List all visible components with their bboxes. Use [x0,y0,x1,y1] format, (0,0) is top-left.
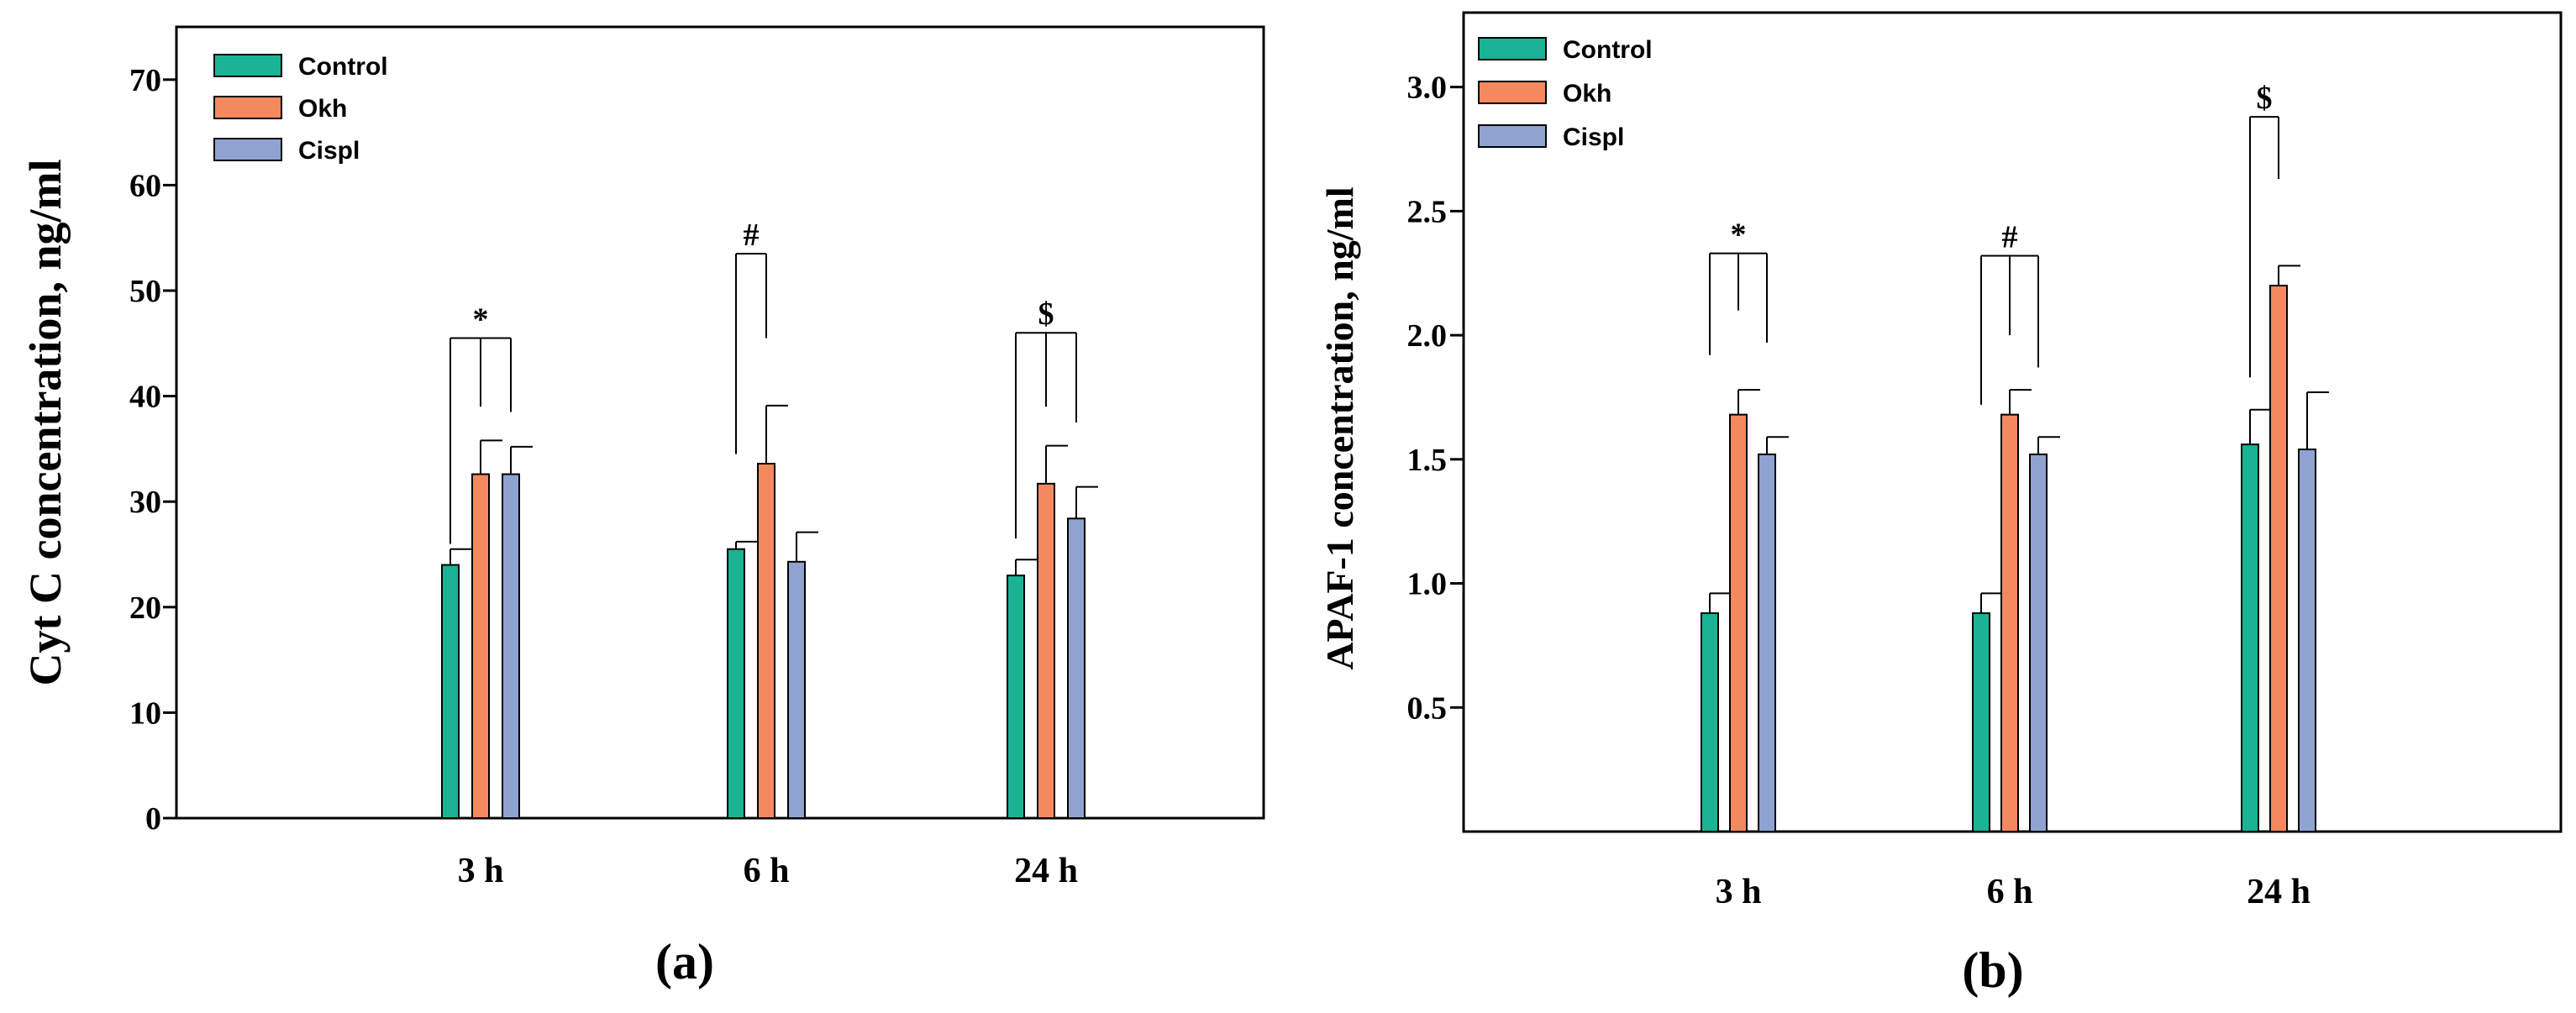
y-tick-label: 3.0 [1407,71,1448,106]
panel-b-legend: Control Okh Cispl [1478,36,1653,151]
y-tick-label: 1.0 [1407,567,1448,602]
panel-a-x-categories: 3 h 6 h 24 h [458,852,1078,890]
bar-control [2241,444,2259,832]
panel-b-y-axis-title: APAF-1 concentration, ng/ml [1318,186,1361,669]
bar-okh [2269,285,2288,832]
legend-label-control: Control [1563,36,1653,64]
y-tick-label: 0 [145,801,161,837]
bar-control [1007,575,1025,819]
bar-okh [471,473,490,819]
legend-swatch-okh [213,96,282,119]
y-tick-label: 70 [129,63,161,98]
legend-swatch-control [1478,37,1547,60]
panel-a-bars [441,404,1098,820]
panel-a-chart: Cyt C concentration, ng/ml (a) 0 10 20 30 40… [20,25,1265,989]
y-tick-label: 40 [129,380,161,415]
legend-swatch-control [213,54,282,77]
significance-symbol: # [744,218,760,253]
y-tick-label: 2.0 [1407,318,1448,354]
panel-a-frame [175,25,1265,820]
x-category-label: 24 h [1014,852,1078,890]
significance-symbol: $ [2257,81,2273,116]
panel-b-x-categories: 3 h 6 h 24 h [1716,873,2311,911]
legend-swatch-okh [1478,81,1547,104]
y-tick-label: 0.5 [1407,690,1448,726]
y-tick-label: 60 [129,168,161,203]
x-category-label: 6 h [1987,873,2033,911]
significance-symbol: * [1731,218,1747,253]
bar-cispl [2298,449,2316,832]
legend-label-control: Control [298,53,388,81]
y-tick-label: 1.5 [1407,443,1448,478]
panel-b-chart: APAF-1 concentration, ng/ml (b) 0.5 1.0 1.… [1318,11,2563,998]
bar-okh [1037,482,1055,820]
significance-symbol: * [473,302,489,338]
legend-swatch-cispl [213,138,282,161]
y-tick-label: 2.5 [1407,194,1448,229]
legend-label-okh: Okh [298,95,347,123]
bar-control [727,548,745,819]
bar-okh [2000,413,2019,832]
panel-a-legend: Control Okh Cispl [213,53,388,165]
significance-symbol: $ [1038,297,1054,332]
y-tick-label: 50 [129,274,161,309]
y-tick-label: 30 [129,485,161,520]
panel-a-y-axis-title: Cyt C concentration, ng/ml [20,160,71,686]
x-category-label: 3 h [458,852,504,890]
panel-a-y-ticks: 0 10 20 30 40 50 60 70 [129,63,176,837]
bar-cispl [502,473,520,819]
legend-swatch-cispl [1478,124,1547,148]
x-category-label: 6 h [744,852,790,890]
legend-label-cispl: Cispl [1563,123,1624,151]
bar-okh [1729,413,1748,832]
bar-cispl [2029,453,2048,833]
y-tick-label: 20 [129,590,161,626]
x-category-label: 3 h [1716,873,1762,911]
legend-label-okh: Okh [1563,80,1611,108]
bar-control [1972,612,1990,832]
panel-b-y-ticks: 0.5 1.0 1.5 2.0 2.5 3.0 [1407,71,1464,726]
bar-control [441,564,460,819]
legend-label-cispl: Cispl [298,137,360,165]
x-category-label: 24 h [2247,873,2311,911]
panel-b-label: (b) [1962,942,2023,998]
bar-control [1701,612,1719,832]
bar-cispl [1067,517,1086,820]
bar-okh [757,462,775,819]
panel-a-significance: * # $ [449,218,1077,544]
significance-symbol: # [2002,220,2018,255]
panel-a-label: (a) [655,934,714,989]
y-tick-label: 10 [129,695,161,731]
panel-b-bars [1701,265,2329,833]
bar-cispl [1758,453,1776,833]
panel-b-significance: * # $ [1709,81,2279,405]
bar-cispl [787,560,806,819]
